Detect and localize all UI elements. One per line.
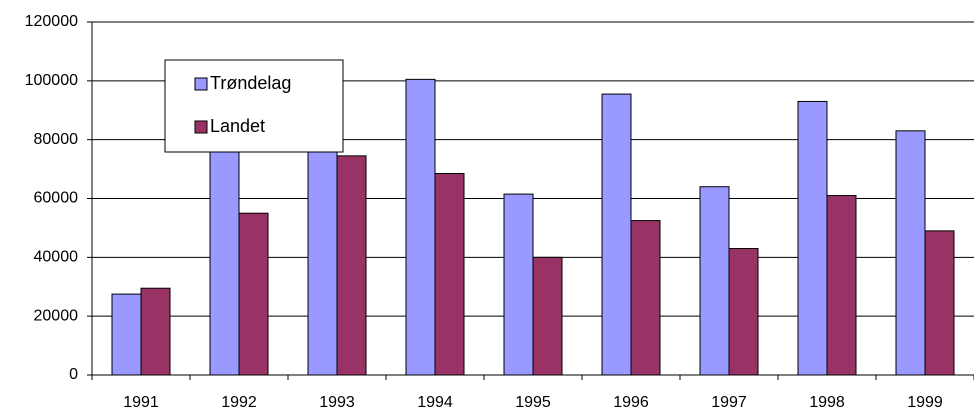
bar [728, 248, 759, 376]
x-tick-label: 1998 [809, 394, 845, 411]
x-tick-label: 1997 [711, 394, 747, 411]
x-tick-label: 1991 [123, 394, 159, 411]
legend-swatch [194, 77, 208, 91]
y-tick-label: 0 [69, 366, 78, 383]
bar [307, 124, 338, 376]
bar [434, 172, 465, 376]
legend-swatch [194, 120, 208, 134]
x-tick-label: 1993 [319, 394, 355, 411]
x-tick-label: 1996 [613, 394, 649, 411]
bar [601, 93, 632, 376]
bar [699, 186, 730, 376]
bar [895, 130, 926, 376]
legend-label: Landet [210, 116, 265, 136]
bar [111, 293, 142, 376]
y-tick-label: 40000 [34, 249, 79, 266]
x-tick-label: 1995 [515, 394, 551, 411]
bar [797, 100, 828, 376]
bar [924, 230, 955, 376]
legend-label: Trøndelag [210, 73, 291, 93]
y-tick-label: 60000 [34, 190, 79, 207]
legend-box [164, 59, 344, 153]
x-tick-label: 1992 [221, 394, 257, 411]
bar [503, 193, 534, 376]
y-tick-label: 80000 [34, 131, 79, 148]
x-tick-label: 1999 [907, 394, 943, 411]
legend: Trøndelag Landet [164, 59, 344, 153]
bar [238, 212, 269, 376]
bar [209, 115, 240, 376]
y-tick-label: 100000 [25, 72, 78, 89]
x-tick-label: 1994 [417, 394, 453, 411]
bar [405, 78, 436, 376]
y-tick-label: 120000 [25, 13, 78, 30]
bar [140, 287, 171, 376]
bar [532, 256, 563, 376]
bar [630, 220, 661, 376]
bar [336, 155, 367, 376]
bar [826, 195, 857, 376]
y-tick-label: 20000 [34, 307, 79, 324]
